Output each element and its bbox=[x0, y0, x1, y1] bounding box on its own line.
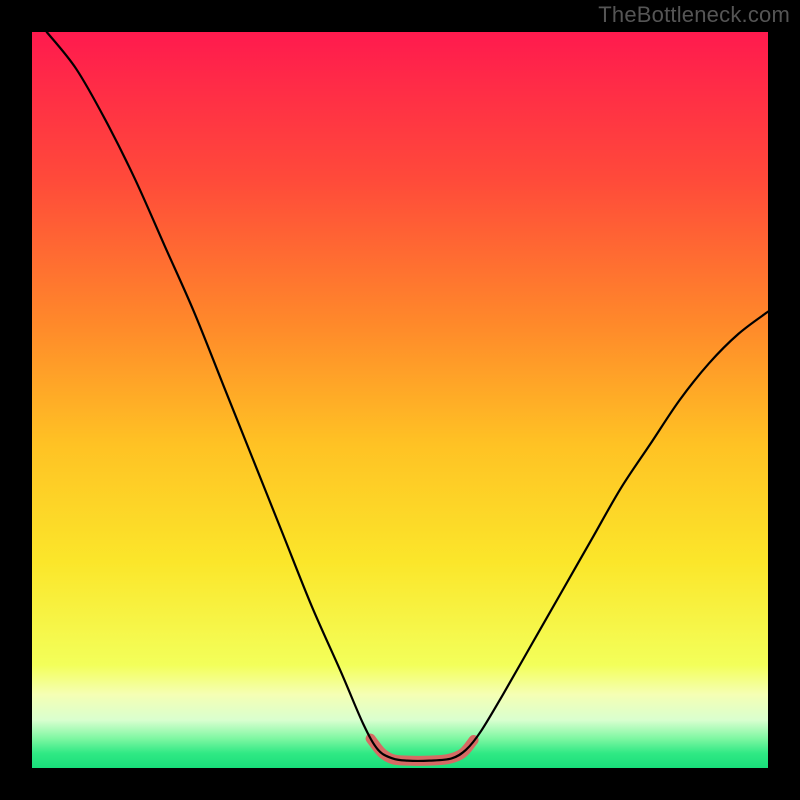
chart-frame: TheBottleneck.com bbox=[0, 0, 800, 800]
watermark-text: TheBottleneck.com bbox=[598, 2, 790, 28]
bottleneck-chart bbox=[0, 0, 800, 800]
plot-background bbox=[32, 32, 768, 768]
